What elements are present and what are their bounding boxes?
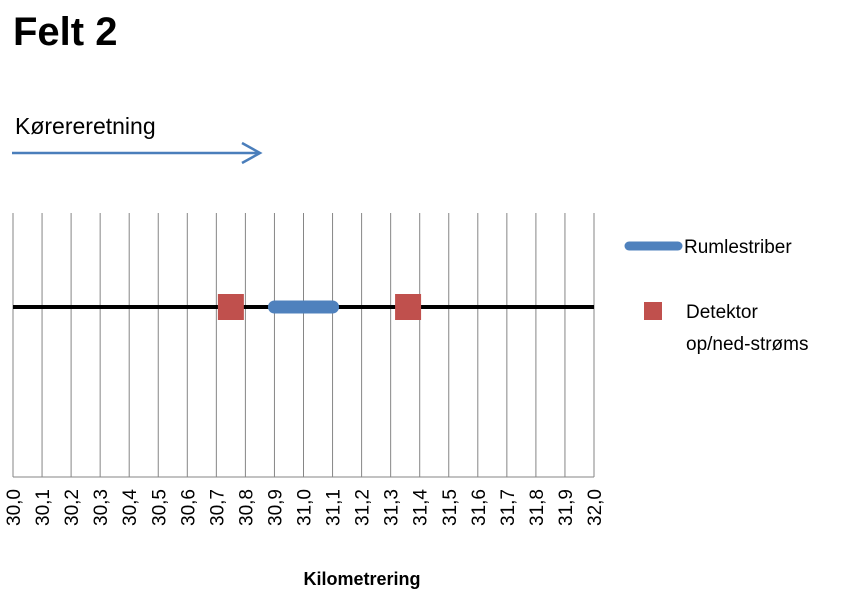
x-tick-label: 31,0 — [295, 489, 316, 526]
detector-marker — [395, 294, 422, 320]
x-tick-label: 30,7 — [207, 489, 228, 526]
legend-detector-label-line2: op/ned-strøms — [686, 334, 808, 355]
x-tick-label: 31,7 — [498, 489, 519, 526]
legend-detector-label: Detektor — [686, 302, 758, 323]
x-tick-label: 32,0 — [585, 489, 606, 526]
legend: Rumlestriber Detektor op/ned-strøms — [624, 237, 808, 355]
x-tick-label: 31,1 — [324, 489, 345, 526]
detector-marker — [217, 294, 244, 320]
x-tick-label: 31,6 — [469, 489, 490, 526]
x-tick-label: 30,1 — [33, 489, 54, 526]
x-tick-label: 31,4 — [411, 489, 432, 526]
legend-rumble-label: Rumlestriber — [684, 237, 792, 258]
x-tick-label: 31,9 — [556, 489, 577, 526]
x-tick-label: 30,2 — [62, 489, 83, 526]
x-tick-label: 31,5 — [440, 489, 461, 526]
x-tick-label: 30,9 — [265, 489, 286, 526]
x-tick-label: 30,4 — [120, 489, 141, 526]
x-tick-label: 30,5 — [149, 489, 170, 526]
x-tick-label: 31,2 — [353, 489, 374, 526]
x-tick-label: 30,0 — [4, 489, 25, 526]
x-axis-label: Kilometrering — [303, 569, 420, 589]
series — [217, 294, 422, 320]
x-tick-label: 31,3 — [382, 489, 403, 526]
page-title: Felt 2 — [13, 10, 118, 54]
x-tick-label: 30,6 — [178, 489, 199, 526]
direction-arrow-icon — [12, 141, 263, 165]
x-tick-label: 30,3 — [91, 489, 112, 526]
x-tick-label: 30,8 — [236, 489, 257, 526]
direction-label: Kørereretning — [15, 113, 156, 139]
legend-detector-swatch — [644, 302, 662, 320]
x-tick-label: 31,8 — [527, 489, 548, 526]
grid-lines — [12, 213, 595, 478]
x-tick-labels: 30,0 30,1 30,2 30,3 30,4 30,5 30,6 30,7 30,8 30,9… — [4, 489, 606, 526]
